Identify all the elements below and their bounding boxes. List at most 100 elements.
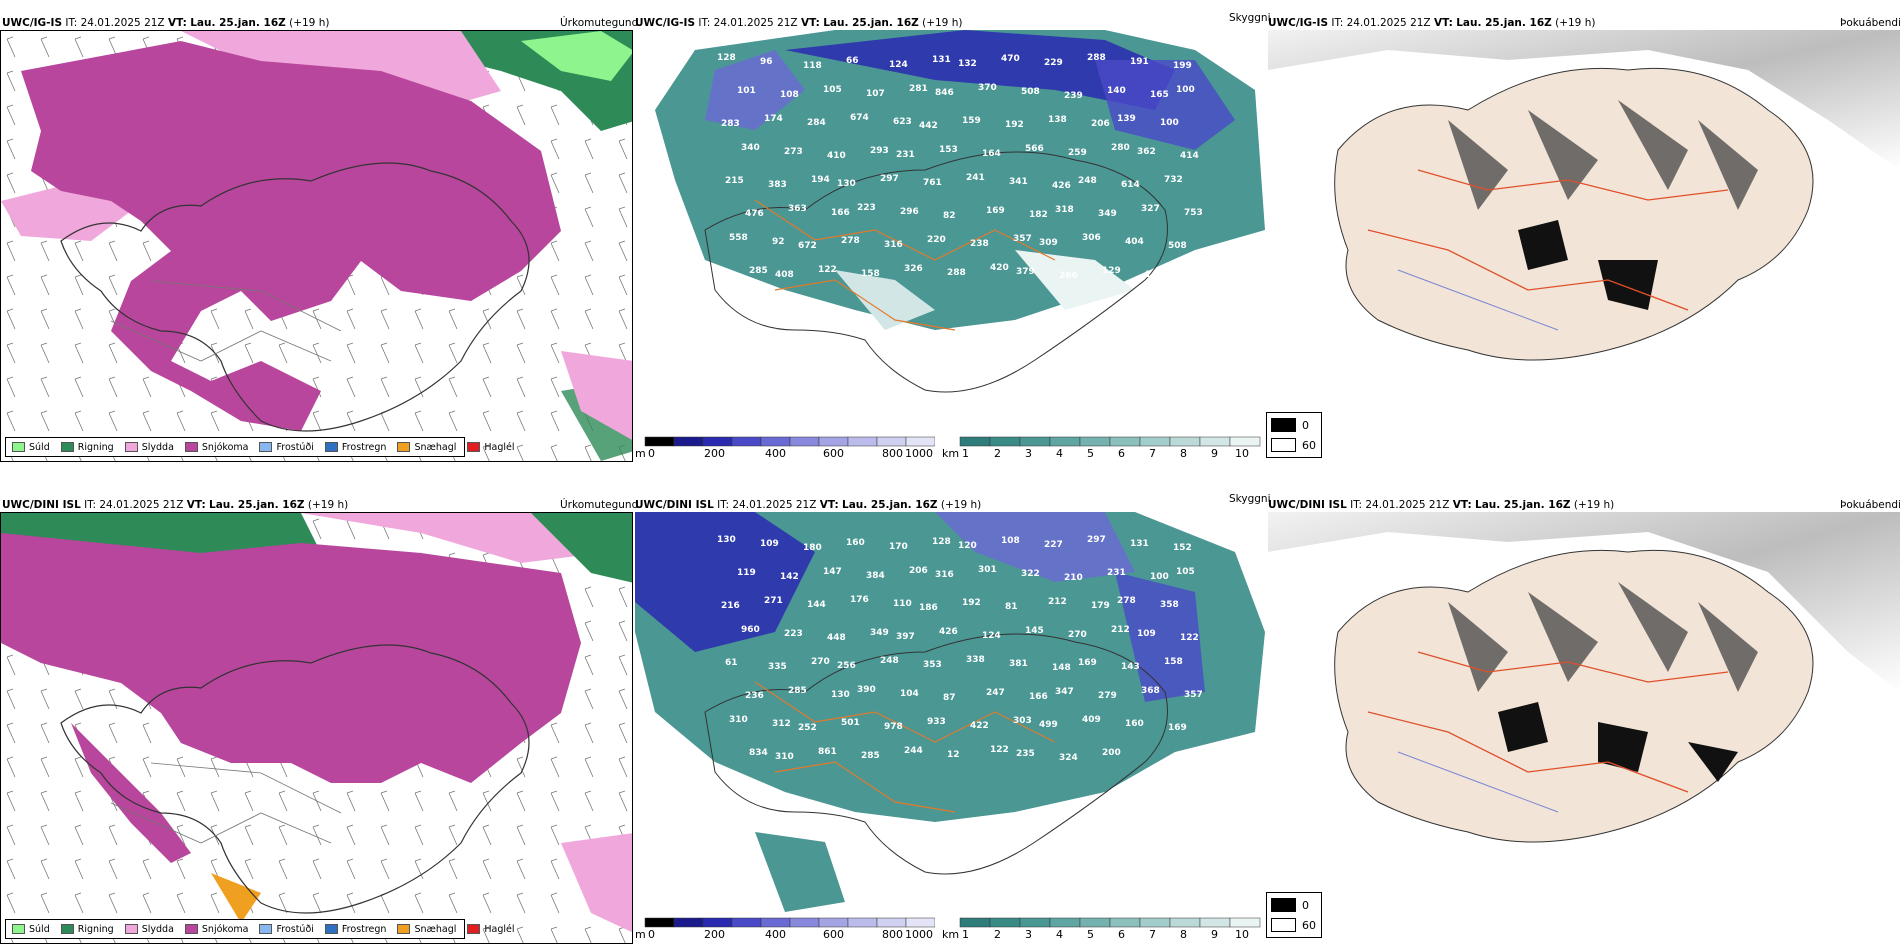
visibility-value-label: 223 xyxy=(857,203,876,213)
row1-vis-bar-km: km 1 2 3 4 5 6 7 8 9 10 xyxy=(942,435,1262,460)
visibility-value-label: 259 xyxy=(1068,148,1087,158)
visibility-value-label: 623 xyxy=(893,117,912,127)
row2-it-label: IT: xyxy=(84,499,97,511)
row2-fog-title: Þokuábendi xyxy=(1840,499,1900,511)
row2-fog-legend: 0 60 xyxy=(1266,892,1322,938)
row1-vis-it-label: IT: xyxy=(698,17,711,29)
colorbar-segment xyxy=(959,917,991,928)
visibility-value-label: 107 xyxy=(866,89,885,99)
visibility-value-label: 476 xyxy=(745,209,764,219)
visibility-value-label: 179 xyxy=(1091,601,1110,611)
visibility-value-label: 379 xyxy=(1016,267,1035,277)
visibility-value-label: 227 xyxy=(1044,540,1063,550)
bar-km-tick: 1 xyxy=(962,447,969,460)
row1-fog-vt-value: Lau. 25.jan. 16Z xyxy=(1456,17,1552,29)
bar-km-tick: 10 xyxy=(1235,447,1249,460)
fog-swatch-black xyxy=(1271,418,1296,432)
visibility-value-label: 200 xyxy=(1102,748,1121,758)
bar-km-unit: km xyxy=(942,928,960,941)
visibility-value-label: 82 xyxy=(943,211,956,221)
swatch xyxy=(397,924,411,934)
visibility-value-label: 270 xyxy=(811,657,830,667)
swatch xyxy=(259,924,273,934)
bar-km-tick: 9 xyxy=(1211,928,1218,941)
visibility-value-label: 508 xyxy=(1021,87,1040,97)
visibility-value-label: 244 xyxy=(904,746,923,756)
visibility-value-label: 558 xyxy=(729,233,748,243)
visibility-value-label: 252 xyxy=(798,723,817,733)
colorbar-segment xyxy=(1019,917,1051,928)
row2-vis-bar-m: m 0 200 400 600 800 1000 xyxy=(635,916,936,941)
colorbar-segment xyxy=(760,917,791,928)
visibility-value-label: 426 xyxy=(1052,181,1071,191)
colorbar-segment xyxy=(818,436,849,447)
row2-precip-map: Súld Rigning Slydda Snjókoma Frostúði Fr… xyxy=(0,512,633,944)
visibility-value-label: 130 xyxy=(837,179,856,189)
visibility-value-label: 358 xyxy=(1160,600,1179,610)
row2-vis-vt-label: VT: xyxy=(819,499,839,511)
row2-lead: (+19 h) xyxy=(307,499,349,511)
visibility-value-label: 501 xyxy=(841,718,860,728)
row1-vis-bar-m-svg xyxy=(644,436,936,447)
colorbar-segment xyxy=(789,917,820,928)
fog-swatch-black xyxy=(1271,898,1296,912)
visibility-value-label: 180 xyxy=(803,543,822,553)
row2-vis-model: UWC/DINI ISL xyxy=(635,499,714,511)
colorbar-segment xyxy=(847,917,878,928)
bar-m-tick: 1000 xyxy=(905,928,933,941)
bar-km-tick: 5 xyxy=(1087,447,1094,460)
row1-fog-it-value: 24.01.2025 21Z xyxy=(1346,17,1431,29)
visibility-value-label: 142 xyxy=(780,572,799,582)
visibility-value-label: 362 xyxy=(1137,147,1156,157)
visibility-value-label: 96 xyxy=(760,57,773,67)
row2-precip-map-svg xyxy=(1,513,632,943)
visibility-value-label: 159 xyxy=(962,116,981,126)
row1-vis-title: Skyggni xyxy=(1229,12,1271,24)
visibility-value-label: 270 xyxy=(1068,630,1087,640)
visibility-value-label: 176 xyxy=(850,595,869,605)
visibility-value-label: 239 xyxy=(1064,91,1083,101)
row2-vis-it-label: IT: xyxy=(717,499,730,511)
colorbar-segment xyxy=(1169,917,1201,928)
visibility-value-label: 310 xyxy=(1188,265,1207,275)
visibility-value-label: 273 xyxy=(784,147,803,157)
visibility-value-label: 309 xyxy=(1039,238,1058,248)
row2-precip-legend: Súld Rigning Slydda Snjókoma Frostúði Fr… xyxy=(5,919,515,939)
colorbar-segment xyxy=(905,917,936,928)
row2-vis-bar-km-svg xyxy=(959,917,1261,928)
row1-precip-header: UWC/IG-IS IT: 24.01.2025 21Z VT: Lau. 25… xyxy=(2,16,329,30)
visibility-value-label: 147 xyxy=(823,567,842,577)
bar-m-tick: 800 xyxy=(882,928,903,941)
colorbar-segment xyxy=(1139,436,1171,447)
row1-fog-model: UWC/IG-IS xyxy=(1268,17,1329,29)
visibility-value-label: 61 xyxy=(725,658,738,668)
bar-m-tick: 1000 xyxy=(905,447,933,460)
row2-vt-value: Lau. 25.jan. 16Z xyxy=(209,499,305,511)
colorbar-segment xyxy=(989,917,1021,928)
bar-m-tick: 600 xyxy=(823,447,844,460)
visibility-value-label: 363 xyxy=(788,204,807,214)
legend-item-slydda: Slydda xyxy=(124,442,174,453)
bar-km-tick: 6 xyxy=(1118,447,1125,460)
visibility-value-label: 210 xyxy=(1064,573,1083,583)
fog-swatch-white xyxy=(1271,438,1296,452)
visibility-value-label: 143 xyxy=(1121,662,1140,672)
colorbar-segment xyxy=(1019,436,1051,447)
visibility-value-label: 310 xyxy=(775,752,794,762)
visibility-value-label: 160 xyxy=(1125,719,1144,729)
visibility-value-label: 166 xyxy=(831,208,850,218)
visibility-value-label: 297 xyxy=(880,174,899,184)
bar-m-tick: 200 xyxy=(704,447,725,460)
row2-precip-header: UWC/DINI ISL IT: 24.01.2025 21Z VT: Lau.… xyxy=(2,498,348,512)
visibility-value-label: 128 xyxy=(932,537,951,547)
visibility-value-label: 139 xyxy=(1117,114,1136,124)
visibility-value-label: 191 xyxy=(1130,57,1149,67)
visibility-value-label: 312 xyxy=(772,719,791,729)
row1-model: UWC/IG-IS xyxy=(2,17,63,29)
visibility-value-label: 248 xyxy=(880,656,899,666)
bar-m-tick: 800 xyxy=(882,447,903,460)
row2-fog-model: UWC/DINI ISL xyxy=(1268,499,1347,511)
visibility-value-label: 144 xyxy=(807,600,826,610)
visibility-value-label: 316 xyxy=(884,240,903,250)
visibility-value-label: 397 xyxy=(896,632,915,642)
